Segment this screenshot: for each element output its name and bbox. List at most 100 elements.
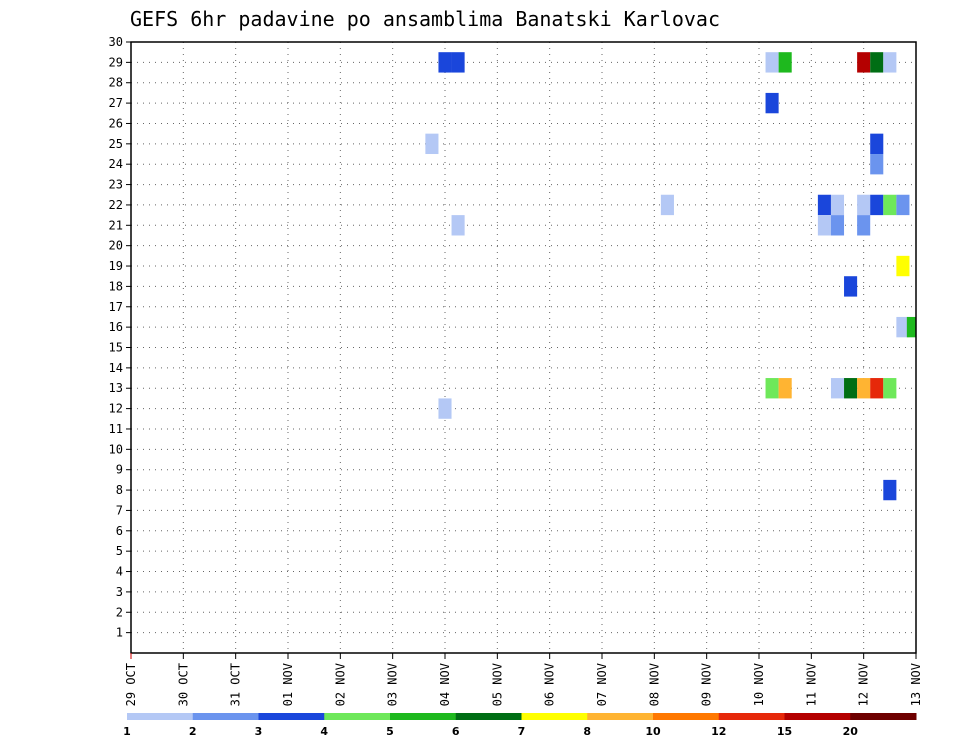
precip-cell — [896, 316, 910, 338]
cells-layer — [425, 52, 916, 501]
x-tick-label: 01 NOV — [281, 663, 295, 706]
legend-swatch — [258, 713, 325, 720]
y-tick-label: 15 — [109, 341, 123, 355]
y-tick-label: 28 — [109, 76, 123, 90]
precip-cell — [896, 194, 910, 216]
legend-label: 8 — [583, 725, 591, 738]
legend-swatch — [455, 713, 522, 720]
x-tick-label: 07 NOV — [595, 663, 609, 706]
y-tick-label: 16 — [109, 320, 123, 334]
precip-cell — [765, 52, 779, 73]
precip-cell — [857, 194, 871, 216]
y-tick-label: 29 — [109, 55, 123, 69]
precip-cell — [870, 378, 884, 399]
legend-swatch — [587, 713, 654, 720]
plot-frame — [130, 41, 917, 654]
y-tick-label: 30 — [109, 35, 123, 49]
precip-cell — [817, 215, 831, 236]
legend-label: 2 — [189, 725, 197, 738]
y-tick-label: 6 — [116, 524, 123, 538]
legend-swatch — [521, 713, 588, 720]
precip-cell — [425, 133, 439, 155]
y-tick-label: 7 — [116, 503, 123, 517]
precip-cell — [857, 378, 871, 399]
precip-cell — [906, 316, 916, 338]
precip-cell — [660, 194, 674, 216]
legend-swatch — [784, 713, 851, 720]
y-tick-label: 23 — [109, 178, 123, 192]
legend-label: 1 — [123, 725, 131, 738]
y-tick-label: 19 — [109, 259, 123, 273]
precip-cell — [817, 194, 831, 216]
y-tick-label: 4 — [116, 565, 123, 579]
precip-cell — [883, 52, 897, 73]
y-axis: 1234567891011121314151617181920212223242… — [109, 35, 131, 640]
precip-cell — [830, 378, 845, 399]
legend-label: 7 — [518, 725, 526, 738]
y-tick-label: 20 — [109, 239, 123, 253]
y-tick-label: 12 — [109, 402, 123, 416]
legend-swatch — [192, 713, 259, 720]
legend-swatch — [390, 713, 457, 720]
precip-cell — [438, 52, 452, 73]
y-tick-label: 9 — [116, 463, 123, 477]
precip-cell — [765, 92, 779, 114]
x-tick-label: 30 OCT — [176, 663, 190, 706]
precip-cell — [883, 378, 897, 399]
precip-cell — [778, 52, 792, 73]
y-tick-label: 10 — [109, 442, 123, 456]
legend-label: 5 — [386, 725, 394, 738]
legend-swatch — [127, 713, 194, 720]
precip-cell — [778, 378, 792, 399]
precip-cell — [870, 52, 884, 73]
precip-cell — [844, 276, 858, 297]
legend-label: 12 — [711, 725, 726, 738]
y-tick-label: 1 — [116, 626, 123, 640]
y-tick-label: 11 — [109, 422, 123, 436]
legend-swatch — [850, 713, 917, 720]
y-tick-label: 2 — [116, 605, 123, 619]
x-tick-label: 05 NOV — [490, 663, 504, 706]
precip-cell — [830, 215, 845, 236]
y-tick-label: 5 — [116, 544, 123, 558]
y-tick-label: 24 — [109, 157, 123, 171]
y-tick-label: 22 — [109, 198, 123, 212]
y-tick-label: 21 — [109, 218, 123, 232]
precip-cell — [870, 133, 884, 155]
legend-label: 10 — [645, 725, 661, 738]
precip-cell — [765, 378, 779, 399]
precip-cell — [883, 194, 897, 216]
x-tick-label: 10 NOV — [752, 663, 766, 706]
legend-label: 15 — [777, 725, 792, 738]
x-tick-label: 02 NOV — [333, 663, 347, 706]
legend-swatch — [718, 713, 785, 720]
precip-cell — [844, 378, 858, 399]
legend-swatch — [324, 713, 391, 720]
legend-label: 4 — [320, 725, 328, 738]
x-axis: 29 OCT 30 OCT 31 OCT 01 NOV 02 NOV 03 NOV 04 N… — [124, 653, 923, 706]
x-tick-label: 13 NOV — [909, 663, 923, 706]
grid-layer — [131, 41, 916, 653]
x-tick-label: 12 NOV — [857, 663, 871, 706]
chart-title: GEFS 6hr padavine po ansamblima Banatski… — [130, 7, 720, 31]
y-tick-label: 25 — [109, 137, 123, 151]
precip-cell — [857, 52, 871, 73]
legend-label: 6 — [452, 725, 460, 738]
x-tick-label: 11 NOV — [804, 663, 818, 706]
legend-swatch — [653, 713, 720, 720]
x-tick-label: 03 NOV — [386, 663, 400, 706]
precip-cell — [451, 52, 465, 73]
x-tick-label: 09 NOV — [700, 663, 714, 706]
color-legend: 1 2 3 4 5 6 7 8 10 12 15 20 — [123, 713, 917, 738]
precip-cell — [883, 479, 897, 501]
y-tick-label: 8 — [116, 483, 123, 497]
precip-cell — [438, 398, 452, 419]
precip-cell — [896, 255, 910, 277]
precip-cell — [830, 194, 845, 216]
x-tick-label: 08 NOV — [647, 663, 661, 706]
legend-label: 20 — [843, 725, 859, 738]
y-tick-label: 17 — [109, 300, 123, 314]
precip-cell — [870, 154, 884, 175]
precip-cell — [870, 194, 884, 216]
